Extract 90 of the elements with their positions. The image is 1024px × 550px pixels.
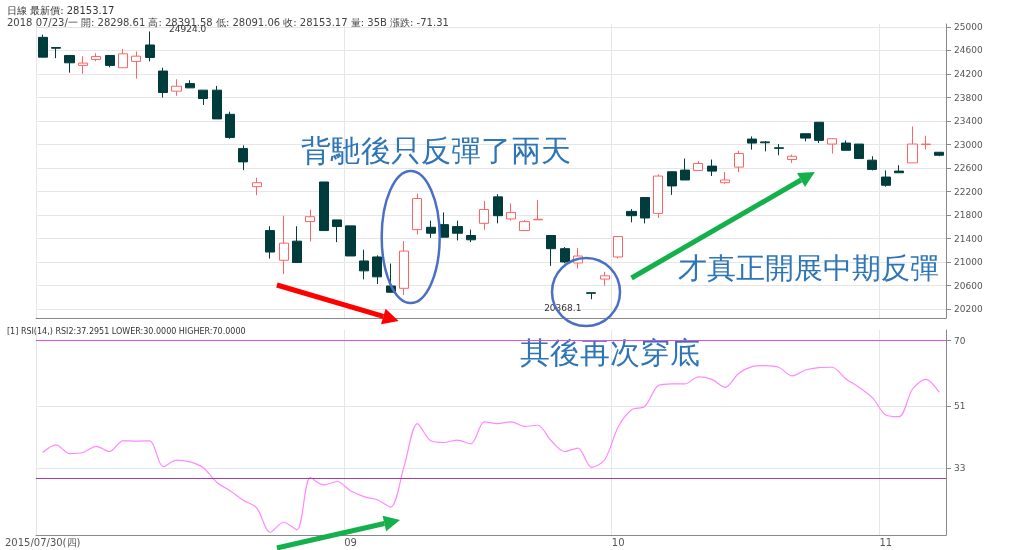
y-tick-label: 21400 (954, 233, 983, 244)
candlestick (600, 271, 610, 287)
candlestick (800, 133, 811, 142)
y-tick-label: 22200 (954, 186, 983, 197)
candlestick (145, 30, 155, 62)
y-tick-label: 33 (954, 463, 966, 474)
candlestick (867, 155, 877, 171)
candlestick (693, 160, 703, 171)
candlestick (212, 85, 222, 120)
y-tick-label: 20600 (954, 280, 983, 291)
candlestick (934, 151, 944, 157)
candlestick (881, 169, 891, 188)
candlestick (91, 52, 101, 62)
chart-title: [1] RSI(14,) RSI2:37.2951 LOWER:30.0000 HIGHER:70.0000 (7, 326, 246, 336)
candlestick (345, 225, 356, 257)
candlestick (747, 135, 757, 151)
candlestick (51, 47, 61, 59)
candlestick (225, 111, 235, 140)
candlestick (586, 292, 596, 300)
candlestick (841, 139, 851, 151)
candlestick (198, 89, 208, 106)
y-tick-label: 23800 (954, 92, 983, 103)
candlestick (827, 137, 837, 155)
candlestick (319, 181, 329, 232)
y-tick-label: 51 (954, 401, 966, 412)
candlestick (158, 67, 168, 98)
candlestick (680, 158, 690, 181)
y-tick-label: 23400 (954, 116, 983, 127)
candlestick (519, 219, 530, 232)
candlestick (814, 121, 824, 144)
x-tick-label: 11 (879, 536, 893, 548)
y-tick-label: 21800 (954, 210, 983, 221)
candlestick (533, 199, 543, 221)
candlestick (506, 202, 516, 222)
candlestick (78, 55, 88, 75)
candlestick (412, 193, 422, 235)
candlestick (252, 177, 262, 196)
candlestick (238, 144, 248, 171)
candlestick (774, 143, 784, 156)
candlestick (131, 51, 141, 80)
candlestick (305, 209, 315, 242)
candlestick (185, 79, 195, 89)
candlestick (466, 229, 476, 243)
candlestick (452, 220, 463, 241)
candlestick (426, 220, 436, 239)
y-tick-label: 22600 (954, 163, 983, 174)
candlestick (359, 249, 369, 280)
x-tick-label: 2015/07/30(四) (4, 536, 81, 548)
candlestick (493, 193, 503, 224)
candlestick (332, 219, 342, 243)
y-tick-label: 20200 (954, 304, 983, 315)
y-tick-label: 25000 (954, 21, 983, 32)
candlestick (921, 135, 931, 151)
candlestick (118, 48, 128, 69)
candlestick (64, 54, 75, 74)
annotation: 背馳後只反彈了兩天 (301, 132, 572, 168)
candlestick (560, 246, 570, 264)
candlestick (399, 240, 409, 296)
candlestick (734, 150, 744, 173)
candlestick (279, 215, 289, 275)
candlestick (653, 173, 663, 219)
candlestick (38, 34, 48, 58)
y-tick-label: 24600 (954, 45, 983, 56)
candlestick (479, 200, 489, 231)
y-tick-label: 70 (954, 335, 966, 346)
candlestick (667, 171, 677, 196)
y-tick-label: 21000 (954, 257, 983, 268)
candlestick (720, 171, 730, 185)
candlestick (546, 235, 556, 267)
candlestick (626, 208, 637, 223)
candlestick (707, 159, 717, 177)
candlestick (787, 154, 797, 164)
candlestick (265, 225, 275, 260)
chart-title: 日線 最新價: 28153.17 (7, 4, 115, 16)
candlestick (894, 164, 904, 174)
y-tick-label: 24200 (954, 68, 983, 79)
candlestick (760, 140, 770, 152)
candlestick (907, 125, 918, 164)
x-tick-label: 09 (344, 536, 357, 548)
candlestick (854, 143, 864, 160)
candlestick (372, 254, 382, 285)
candlestick (105, 54, 115, 68)
x-tick-label: 10 (611, 536, 625, 548)
candlestick (640, 197, 650, 224)
candlestick (292, 225, 302, 264)
candlestick (171, 78, 182, 97)
annotation: 才真正開展中期反彈 (677, 251, 939, 285)
annotation: 24924.0 (169, 24, 207, 34)
candlestick (613, 236, 623, 260)
y-tick-label: 23000 (954, 139, 983, 150)
